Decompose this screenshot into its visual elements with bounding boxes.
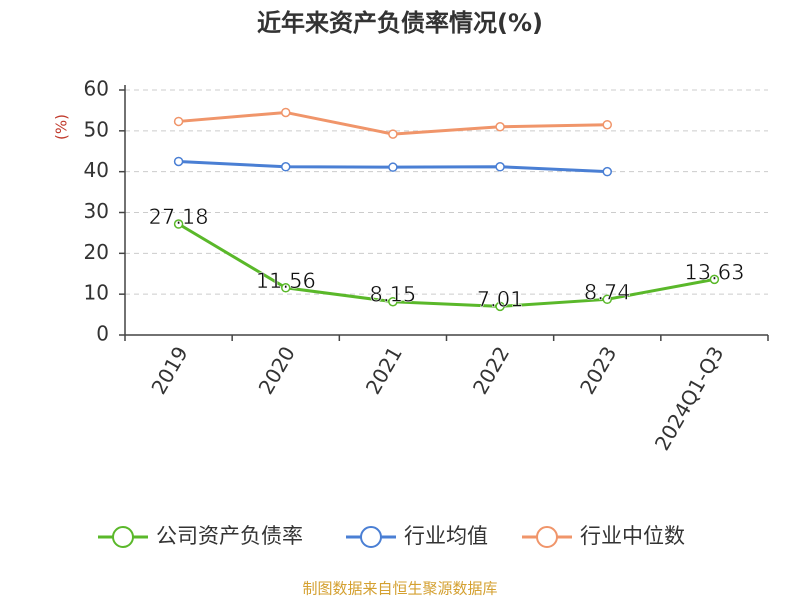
chart-title: 近年来资产负债率情况(%) xyxy=(257,9,543,37)
data-point xyxy=(602,119,612,130)
x-tick-label: 2019 xyxy=(146,342,192,398)
data-point xyxy=(173,116,184,127)
legend-label: 行业均值 xyxy=(404,524,488,548)
x-tick-label: 2022 xyxy=(468,342,514,398)
data-label: 7.01 xyxy=(477,287,524,311)
data-point xyxy=(495,162,505,172)
y-axis-label: (%) xyxy=(53,114,71,140)
data-point xyxy=(495,301,505,312)
legend-label: 行业中位数 xyxy=(580,524,685,548)
x-tick-label: 2024Q1-Q3 xyxy=(650,342,729,454)
data-label: 8.15 xyxy=(370,283,417,307)
data-point xyxy=(602,294,612,305)
data-label: 11.56 xyxy=(256,269,316,293)
data-point xyxy=(281,162,291,172)
data-label: 27.18 xyxy=(149,205,209,229)
data-point xyxy=(388,129,398,139)
data-point xyxy=(281,107,291,118)
x-tick-label: 2023 xyxy=(575,342,621,398)
legend-label: 公司资产负债率 xyxy=(156,524,303,548)
data-label: 13.63 xyxy=(684,260,744,284)
data-point xyxy=(281,283,291,293)
data-point xyxy=(388,162,398,172)
data-point xyxy=(173,156,184,167)
y-tick-label: 60 xyxy=(84,77,109,101)
legend-marker xyxy=(536,526,558,548)
y-tick-label: 30 xyxy=(84,199,109,223)
y-tick-label: 10 xyxy=(84,281,109,305)
legend-marker xyxy=(360,526,382,548)
y-tick-label: 50 xyxy=(84,117,109,141)
y-tick-label: 40 xyxy=(84,158,109,182)
data-point xyxy=(388,296,398,307)
series-line xyxy=(177,222,715,308)
y-tick-label: 0 xyxy=(96,322,109,346)
legend-marker xyxy=(112,526,134,548)
data-point xyxy=(709,274,720,285)
x-tick-label: 2021 xyxy=(361,342,407,398)
y-tick-label: 20 xyxy=(84,240,109,264)
data-point xyxy=(173,219,184,229)
data-point xyxy=(495,122,505,132)
data-label: 8.74 xyxy=(584,280,631,304)
x-tick-label: 2020 xyxy=(254,342,300,398)
source-note: 制图数据来自恒生聚源数据库 xyxy=(302,580,497,598)
data-point xyxy=(602,166,612,177)
